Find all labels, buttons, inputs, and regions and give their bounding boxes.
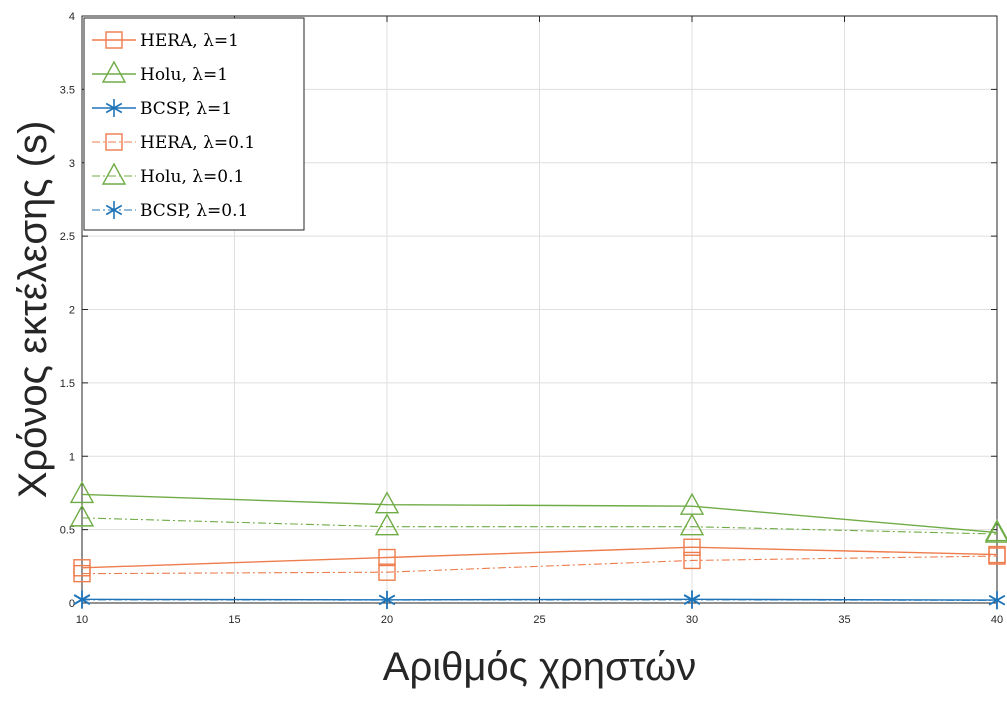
data-point-asterisk	[988, 591, 1006, 610]
legend-label: Holu, λ=0.1	[140, 167, 244, 187]
data-point-triangle	[69, 480, 95, 504]
legend-box	[83, 17, 305, 231]
legend-item: HERA, λ=1	[92, 31, 239, 51]
series-5	[69, 504, 1007, 543]
x-tick-label: 35	[838, 614, 850, 626]
data-point-square	[683, 551, 701, 570]
data-point-square	[73, 564, 91, 583]
x-tick-label: 15	[228, 614, 240, 626]
data-point-triangle	[101, 162, 127, 185]
y-tick-label: 3.5	[60, 84, 75, 96]
x-tick-label: 40	[991, 614, 1003, 626]
x-tick-label: 25	[533, 614, 545, 626]
y-tick-label: 2.5	[60, 231, 75, 243]
data-point-triangle	[679, 513, 705, 536]
series-6	[73, 590, 1006, 610]
y-tick-label: 1	[69, 451, 75, 463]
legend-label: Holu, λ=1	[140, 65, 228, 85]
data-point-square	[378, 563, 396, 581]
y-tick-label: 0	[69, 598, 75, 610]
data-point-asterisk	[105, 201, 123, 219]
y-tick-label: 3	[69, 158, 75, 170]
series-4	[73, 547, 1006, 583]
data-point-square	[105, 133, 123, 151]
legend-label: BCSP, λ=1	[140, 99, 232, 119]
series-line	[81, 493, 998, 534]
data-point-asterisk	[378, 591, 396, 610]
legend-label: HERA, λ=1	[140, 31, 239, 51]
series-layer	[69, 480, 1007, 610]
y-axis: 0 0.5 1 1.5 2 2.5 3 3.5 4	[60, 11, 997, 610]
x-tick-label: 30	[686, 614, 698, 626]
x-axis-title: Αριθμός χρηστών	[383, 645, 696, 689]
data-point-triangle	[984, 519, 1007, 542]
grid	[81, 15, 998, 604]
y-tick-label: 1.5	[60, 378, 75, 390]
x-tick-label: 10	[76, 614, 88, 626]
data-point-square	[378, 548, 396, 567]
legend-item: BCSP, λ=0.1	[92, 201, 248, 221]
legend: HERA, λ=1 Holu, λ=1 BCSP, λ=1 HERA, λ=0.1 Ho…	[83, 17, 305, 231]
data-point-asterisk	[105, 99, 123, 117]
legend-item: BCSP, λ=1	[92, 99, 232, 119]
series-line	[81, 598, 998, 601]
x-tick-label: 20	[381, 614, 393, 626]
data-point-square	[105, 31, 123, 49]
data-point-square	[988, 547, 1006, 565]
legend-item: HERA, λ=0.1	[92, 133, 255, 153]
legend-label: HERA, λ=0.1	[140, 133, 255, 153]
legend-label: BCSP, λ=0.1	[140, 201, 248, 221]
y-tick-label: 4	[69, 11, 75, 23]
legend-item: Holu, λ=0.1	[92, 162, 244, 187]
data-point-asterisk	[683, 590, 701, 609]
data-point-triangle	[69, 504, 95, 527]
y-tick-label: 2	[69, 305, 75, 317]
data-point-asterisk	[73, 590, 91, 609]
y-tick-label: 0.5	[60, 525, 75, 537]
data-point-triangle	[374, 513, 400, 536]
series-line	[81, 546, 998, 569]
data-point-triangle	[374, 491, 400, 514]
y-axis-title: Χρόνος εκτέλεσης (s)	[11, 121, 55, 499]
data-point-triangle	[984, 520, 1007, 543]
legend-item: Holu, λ=1	[92, 60, 228, 85]
data-point-square	[683, 538, 701, 556]
data-point-triangle	[101, 60, 127, 83]
